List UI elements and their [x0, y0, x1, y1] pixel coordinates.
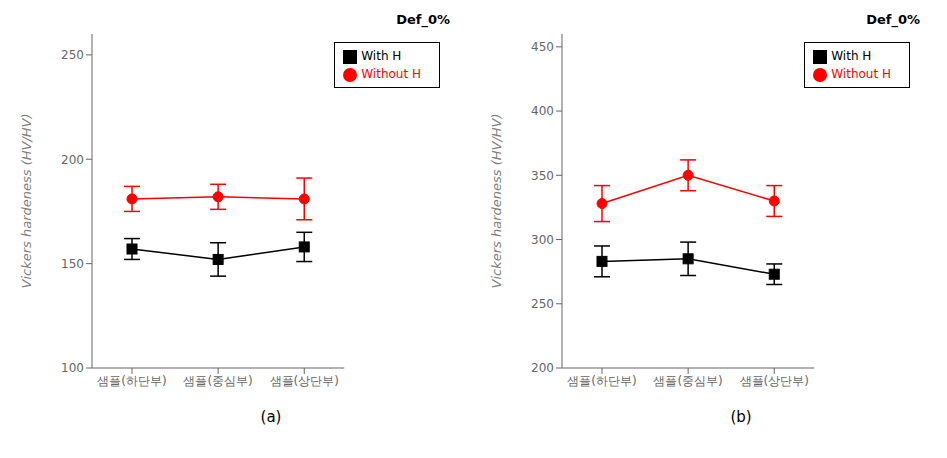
svg-text:샘플(중심부): 샘플(중심부) — [653, 374, 722, 388]
svg-text:샘플(하단부): 샘플(하단부) — [567, 374, 636, 388]
svg-text:300: 300 — [531, 233, 554, 247]
html-text:(b): (b) — [730, 408, 752, 426]
svg-text:100: 100 — [61, 361, 84, 375]
html-text:Def_0%: Def_0% — [396, 12, 450, 27]
html-text:With H: With H — [361, 49, 402, 63]
html-text:Without H: Without H — [361, 67, 421, 81]
svg-text:샘플(상단부): 샘플(상단부) — [270, 374, 339, 388]
svg-text:샘플(하단부): 샘플(하단부) — [97, 374, 166, 388]
svg-text:450: 450 — [531, 40, 554, 54]
html-text:Without H: Without H — [831, 67, 891, 81]
svg-text:Vickers hardeness (HV/HV): Vickers hardeness (HV/HV) — [19, 113, 34, 288]
svg-text:샘플(중심부): 샘플(중심부) — [183, 374, 252, 388]
svg-text:200: 200 — [61, 153, 84, 167]
svg-text:400: 400 — [531, 104, 554, 118]
svg-text:250: 250 — [531, 297, 554, 311]
svg-text:샘플(상단부): 샘플(상단부) — [740, 374, 809, 388]
svg-text:200: 200 — [531, 361, 554, 375]
svg-text:Vickers hardeness (HV/HV): Vickers hardeness (HV/HV) — [489, 113, 504, 288]
svg-text:150: 150 — [61, 257, 84, 271]
html-text:Def_0%: Def_0% — [866, 12, 920, 27]
svg-text:250: 250 — [61, 48, 84, 62]
svg-text:350: 350 — [531, 169, 554, 183]
html-text:With H: With H — [831, 49, 872, 63]
html-text:(a): (a) — [260, 408, 282, 426]
